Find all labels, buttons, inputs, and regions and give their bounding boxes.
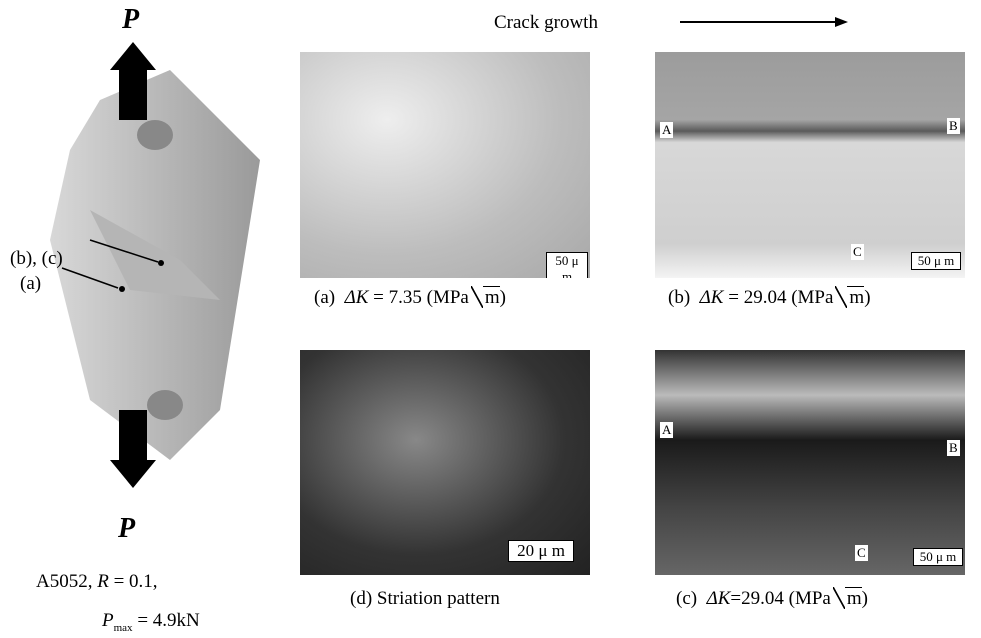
caption-value: = 7.35 (MPa <box>368 287 468 308</box>
caption-label: (b) <box>668 287 690 308</box>
location-dot <box>158 260 164 266</box>
hole <box>137 120 173 150</box>
micrograph: A B C 50 μ m <box>655 52 965 278</box>
hole <box>147 390 183 420</box>
caption: (d) Striation pattern <box>350 588 500 610</box>
point-label: C <box>851 244 864 260</box>
location-dot <box>119 286 125 292</box>
caption: (c) ΔK=29.04 (MPa m) <box>676 588 868 610</box>
pointer-label: (a) <box>20 273 41 295</box>
load-value: = 4.9kN <box>133 610 200 631</box>
caption-close: ) <box>862 588 868 609</box>
caption-label: (c) <box>676 588 697 609</box>
direction-arrow <box>680 14 850 30</box>
caption-symbol: ΔK <box>707 588 731 609</box>
material-name: A5052, <box>36 571 97 592</box>
caption: (a) ΔK = 7.35 (MPa m) <box>314 287 506 309</box>
caption-root: m <box>847 286 864 308</box>
micrograph: 20 μ m <box>300 350 590 575</box>
pointer-label: (b), (c) <box>10 248 63 270</box>
caption-close: ) <box>500 287 506 308</box>
page: P Crack growth (b), (c) (a) P A5052, R =… <box>0 0 981 638</box>
load-label: P <box>122 4 139 36</box>
caption-symbol: ΔK <box>345 287 369 308</box>
scale-bar: 20 μ m <box>508 540 574 562</box>
scale-bar: 50 μ m <box>911 252 961 270</box>
micrograph: 50 μ m <box>300 52 590 278</box>
load-symbol: P <box>102 610 114 631</box>
r-value: = 0.1, <box>109 571 158 592</box>
caption: (b) ΔK = 29.04 (MPa m) <box>668 287 871 309</box>
caption-root: m <box>845 587 862 609</box>
load-subscript: max <box>114 622 133 634</box>
load-label: P <box>118 513 135 545</box>
point-label: A <box>660 422 673 438</box>
caption-value: = 29.04 (MPa <box>723 287 833 308</box>
point-label: B <box>947 118 960 134</box>
point-label: A <box>660 122 673 138</box>
caption-close: ) <box>864 287 870 308</box>
caption-value: =29.04 (MPa <box>730 588 830 609</box>
micrograph: A B C 50 μ m <box>655 350 965 575</box>
crack-direction: Crack growth <box>494 12 598 34</box>
specimen <box>30 40 280 510</box>
point-label: C <box>855 545 868 561</box>
caption-root: m <box>483 286 500 308</box>
point-label: B <box>947 440 960 456</box>
max-load: Pmax = 4.9kN <box>102 610 200 634</box>
caption-label: (d) Striation pattern <box>350 588 500 609</box>
caption-label: (a) <box>314 287 335 308</box>
r-symbol: R <box>97 571 109 592</box>
caption-symbol: ΔK <box>700 287 724 308</box>
scale-bar: 50 μ m <box>546 252 588 278</box>
scale-bar: 50 μ m <box>913 548 963 566</box>
material: A5052, R = 0.1, <box>36 571 158 593</box>
